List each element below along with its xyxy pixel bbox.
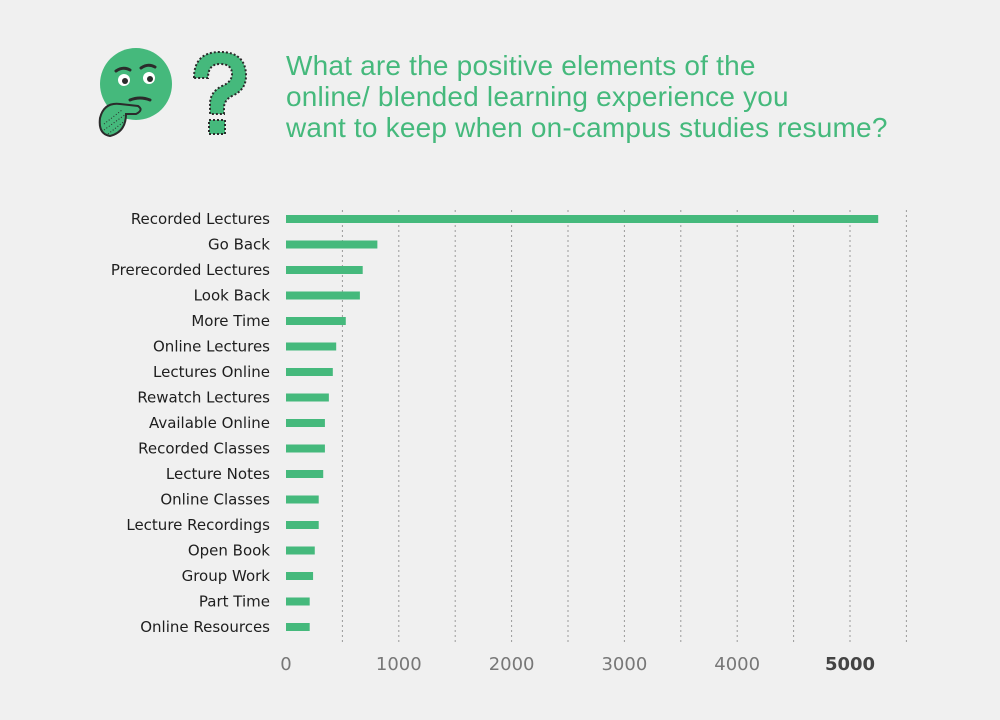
header-icons	[98, 48, 248, 138]
bar	[286, 470, 324, 478]
category-label: Rewatch Lectures	[137, 389, 270, 407]
category-label: Prerecorded Lectures	[111, 261, 270, 279]
category-label: Available Online	[149, 414, 270, 432]
category-label: Go Back	[208, 236, 270, 254]
category-label: Online Resources	[140, 618, 270, 636]
category-label: Group Work	[182, 567, 271, 585]
category-label: Open Book	[188, 542, 270, 560]
bar	[286, 419, 325, 427]
bar	[286, 342, 337, 351]
x-tick-label: 2000	[489, 654, 535, 675]
bar	[286, 266, 363, 274]
question-mark-icon	[192, 50, 248, 135]
chart-title: What are the positive elements of the onl…	[286, 50, 986, 143]
bar	[286, 317, 346, 325]
x-tick-label: 5000	[825, 654, 875, 675]
chart-title-line: online/ blended learning experience you	[286, 81, 789, 112]
x-tick-label: 4000	[714, 654, 760, 675]
category-label: More Time	[191, 312, 270, 330]
category-label: Online Classes	[160, 491, 270, 509]
category-label: Recorded Lectures	[131, 210, 270, 228]
x-tick-label: 1000	[376, 654, 422, 675]
x-tick-label: 0	[280, 654, 291, 675]
category-label: Lecture Notes	[166, 465, 270, 483]
category-label: Lectures Online	[153, 363, 270, 381]
bar	[286, 240, 378, 249]
bar	[286, 546, 315, 555]
chart-title-line: What are the positive elements of the	[286, 50, 756, 81]
chart-title-line: want to keep when on-campus studies resu…	[286, 112, 888, 143]
bar	[286, 368, 333, 376]
category-label: Recorded Classes	[138, 440, 270, 458]
x-tick-label: 3000	[601, 654, 647, 675]
thinking-face-icon	[98, 48, 172, 138]
category-label: Part Time	[199, 593, 270, 611]
category-label: Online Lectures	[153, 338, 270, 356]
category-label: Look Back	[194, 287, 271, 305]
bar	[286, 521, 319, 529]
bar	[286, 393, 329, 402]
bar	[286, 444, 325, 453]
bar	[286, 572, 314, 580]
category-label: Lecture Recordings	[126, 516, 270, 534]
bar	[286, 623, 310, 631]
bar	[286, 597, 310, 606]
bar	[286, 495, 319, 504]
bar	[286, 291, 360, 300]
bar	[286, 215, 879, 223]
